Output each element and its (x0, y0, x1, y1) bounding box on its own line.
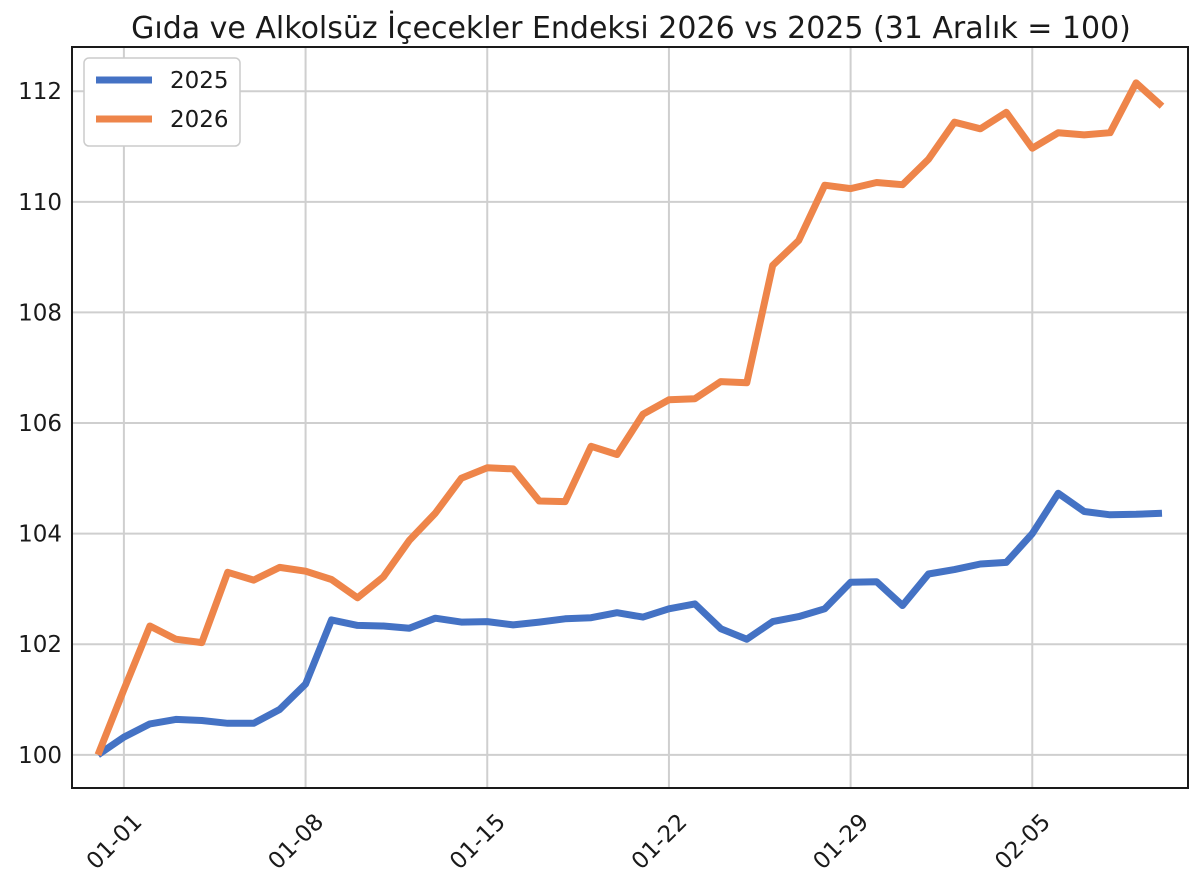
x-tick-label: 01-01 (82, 809, 148, 875)
grid-lines (72, 47, 1188, 788)
legend-label-2026: 2026 (170, 107, 229, 133)
series-line-2026 (94, 79, 1165, 757)
y-tick-label: 110 (18, 190, 62, 216)
x-tick-label: 02-05 (990, 809, 1056, 875)
x-tick-label: 01-08 (263, 809, 329, 875)
plot-area-frame (71, 46, 1189, 789)
y-axis-ticks: 100 102 104 106 108 110 112 (18, 79, 62, 769)
y-tick-label: 100 (18, 743, 62, 769)
series-line-2025 (96, 489, 1163, 758)
y-tick-label: 112 (18, 79, 62, 105)
x-tick-label: 01-22 (627, 809, 693, 875)
y-tick-label: 108 (18, 300, 62, 326)
x-tick-label: 01-15 (445, 809, 511, 875)
y-tick-label: 106 (18, 411, 62, 437)
y-tick-label: 104 (18, 522, 62, 548)
chart-title: Gıda ve Alkolsüz İçecekler Endeksi 2026 … (131, 10, 1131, 46)
legend-label-2025: 2025 (170, 68, 229, 94)
x-tick-label: 01-29 (809, 809, 875, 875)
series-lines (94, 79, 1165, 758)
x-axis-ticks: 01-01 01-08 01-15 01-22 01-29 02-05 (82, 809, 1056, 875)
y-tick-label: 102 (18, 632, 62, 658)
legend: 2025 2026 (83, 57, 241, 147)
